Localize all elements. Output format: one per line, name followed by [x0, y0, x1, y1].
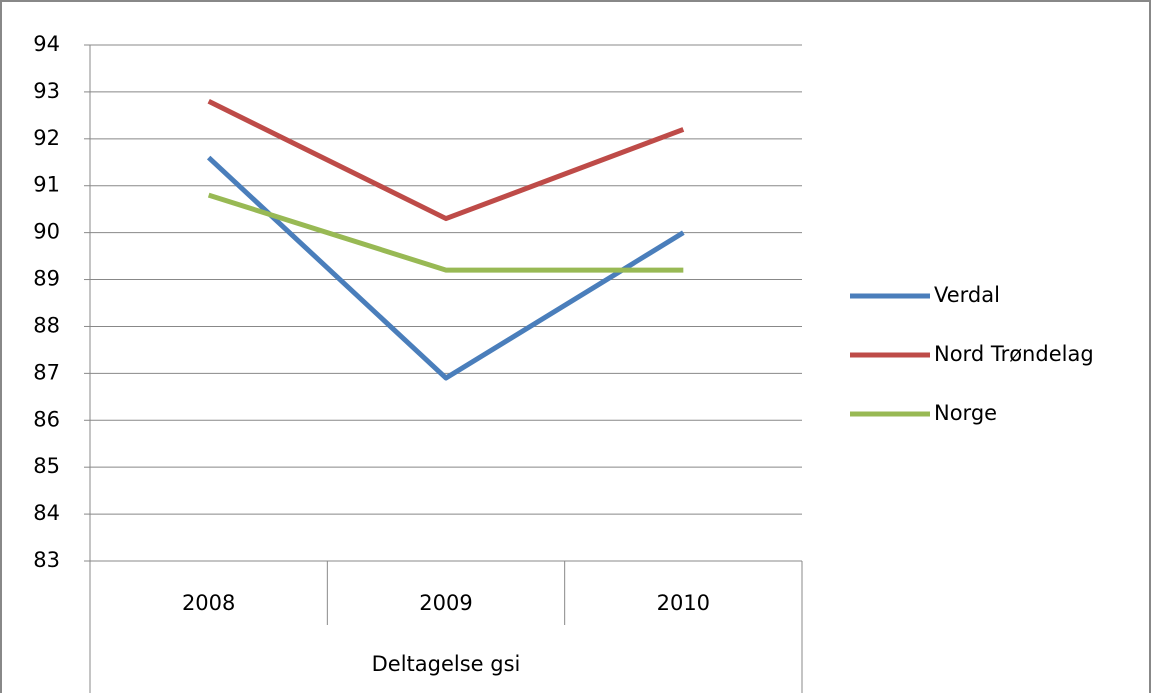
series-line [207, 192, 684, 273]
x-tick-label: 2008 [182, 591, 235, 615]
y-tick-label: 88 [33, 313, 60, 337]
y-tick-label: 84 [33, 501, 60, 525]
y-tick-label: 93 [33, 79, 60, 103]
y-tick-label: 86 [33, 407, 60, 431]
y-tick-label: 87 [33, 360, 60, 384]
series-line [206, 155, 685, 381]
y-tick-label: 94 [33, 32, 60, 56]
series-line [207, 99, 685, 222]
y-tick-label: 85 [33, 454, 60, 478]
y-tick-label: 89 [33, 267, 60, 291]
y-tick-label: 91 [33, 173, 60, 197]
x-tick-label: 2009 [419, 591, 472, 615]
legend-label: Norge [934, 401, 997, 425]
y-tick-label: 90 [33, 220, 60, 244]
legend-label: Nord Trøndelag [934, 342, 1094, 366]
category-group-label: Deltagelse gsi [372, 652, 521, 676]
x-tick-label: 2010 [657, 591, 710, 615]
legend-label: Verdal [934, 283, 1000, 307]
y-tick-label: 83 [33, 548, 60, 572]
y-tick-label: 92 [33, 126, 60, 150]
